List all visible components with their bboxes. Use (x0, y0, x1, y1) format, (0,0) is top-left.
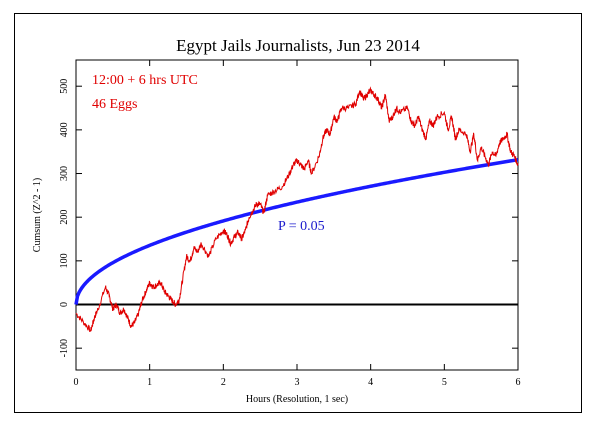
y-tick-label: 0 (59, 302, 70, 307)
x-tick-label: 2 (221, 377, 226, 388)
x-tick-label: 5 (442, 377, 447, 388)
x-axis-title: Hours (Resolution, 1 sec) (246, 394, 348, 405)
y-tick-labels: -100 0 100 200 300 400 500 (59, 79, 70, 358)
y-axis-left (76, 85, 82, 349)
x-tick-label: 3 (295, 377, 300, 388)
eggs-annotation: 46 Eggs (92, 97, 138, 112)
y-tick-label: 100 (59, 253, 70, 268)
cumsum-data-line (75, 86, 519, 332)
x-tick-label: 1 (147, 377, 152, 388)
plot-area (75, 59, 519, 371)
y-axis-title: Cumsum (Z^2 - 1) (32, 178, 43, 252)
x-axis-bottom (75, 364, 519, 370)
time-annotation: 12:00 + 6 hrs UTC (92, 73, 198, 88)
y-axis-right (512, 85, 518, 349)
y-tick-label: 200 (59, 210, 70, 225)
figure-frame (14, 13, 582, 413)
y-tick-label: 400 (59, 122, 70, 137)
chart-title: Egypt Jails Journalists, Jun 23 2014 (176, 36, 420, 55)
y-tick-label: -100 (59, 339, 70, 357)
x-tick-label: 6 (516, 377, 521, 388)
y-tick-label: 300 (59, 166, 70, 181)
x-tick-label: 0 (74, 377, 79, 388)
x-axis-top (75, 60, 519, 66)
y-tick-label: 500 (59, 79, 70, 94)
p-envelope-line (74, 157, 519, 305)
x-tick-labels: 0 1 2 3 4 5 6 (74, 377, 521, 388)
x-tick-label: 4 (368, 377, 373, 388)
p-value-annotation: P = 0.05 (278, 219, 325, 234)
